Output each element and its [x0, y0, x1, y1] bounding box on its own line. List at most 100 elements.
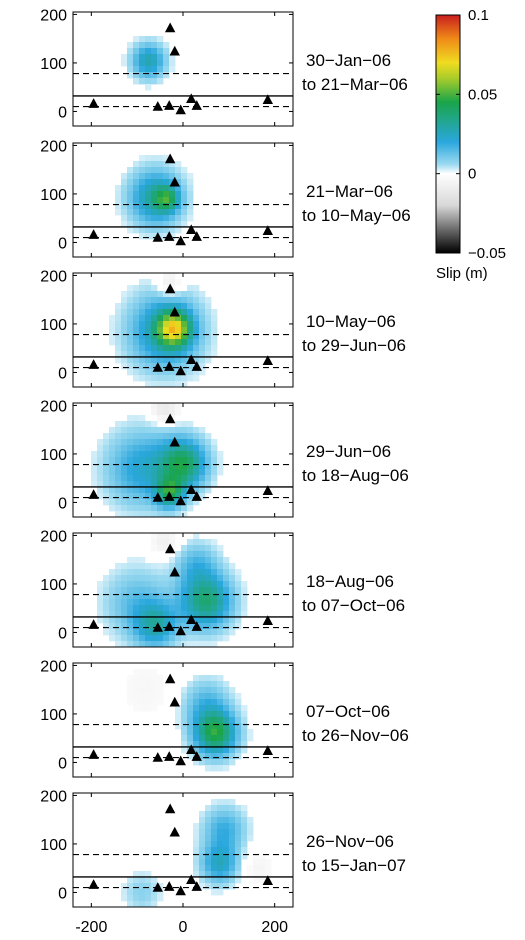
slip-cell	[235, 747, 242, 754]
slip-cell	[229, 883, 236, 890]
slip-cell	[151, 877, 158, 884]
slip-cell	[139, 889, 146, 896]
slip-cell	[175, 351, 182, 358]
slip-cell	[157, 463, 164, 470]
slip-cell	[151, 493, 158, 500]
slip-cell	[175, 593, 182, 600]
slip-cell	[97, 593, 104, 600]
station-marker	[175, 235, 186, 246]
slip-cell	[205, 539, 212, 546]
slip-cell	[193, 563, 200, 570]
slip-cell	[241, 723, 248, 730]
slip-cell	[175, 445, 182, 452]
slip-cell	[181, 741, 188, 748]
slip-cell	[211, 693, 218, 700]
slip-cell	[121, 345, 128, 352]
slip-cell	[145, 463, 152, 470]
slip-cell	[133, 221, 140, 228]
slip-cell	[169, 191, 176, 198]
slip-cell	[145, 475, 152, 482]
slip-cell	[187, 499, 194, 506]
slip-cell	[133, 593, 140, 600]
slip-cell	[151, 309, 158, 316]
slip-cell	[151, 375, 158, 382]
slip-cell	[139, 66, 146, 73]
slip-cell	[169, 375, 176, 382]
slip-cell	[151, 889, 158, 896]
slip-cell	[133, 445, 140, 452]
slip-cell	[205, 805, 212, 812]
slip-cell	[127, 227, 134, 234]
slip-cell	[241, 805, 248, 812]
slip-cell	[115, 203, 122, 210]
slip-cell	[187, 345, 194, 352]
slip-cell	[97, 487, 104, 494]
slip-cell	[169, 66, 176, 73]
slip-cell	[139, 587, 146, 594]
slip-cell	[235, 705, 242, 712]
slip-cell	[211, 617, 218, 624]
slip-cell	[163, 511, 170, 517]
slip-cell	[169, 463, 176, 470]
slip-cell	[145, 291, 152, 298]
slip-cell	[115, 623, 122, 630]
slip-cell	[151, 587, 158, 594]
slip-cell	[157, 375, 164, 382]
x-tick-label: -200	[75, 919, 107, 936]
slip-cell	[133, 687, 140, 694]
slip-cell	[115, 593, 122, 600]
slip-cell	[211, 641, 218, 647]
slip-cell	[217, 463, 224, 470]
slip-cell	[103, 587, 110, 594]
slip-cell	[145, 427, 152, 434]
slip-cell	[157, 309, 164, 316]
slip-cell	[121, 209, 128, 216]
slip-cell	[145, 505, 152, 512]
slip-cell	[145, 877, 152, 884]
slip-cell	[139, 161, 146, 168]
slip-cell	[199, 463, 206, 470]
slip-cell	[205, 593, 212, 600]
slip-cell	[169, 409, 176, 416]
slip-cell	[175, 623, 182, 630]
slip-cell	[133, 511, 140, 517]
date-range-start: 26−Nov−06	[306, 832, 394, 851]
slip-cell	[193, 303, 200, 310]
slip-cell	[163, 357, 170, 364]
slip-cell	[241, 717, 248, 724]
slip-cell	[181, 569, 188, 576]
slip-cell	[169, 445, 176, 452]
slip-cell	[217, 705, 224, 712]
slip-cell	[217, 841, 224, 848]
slip-cell	[157, 233, 164, 240]
slip-cell	[163, 191, 170, 198]
slip-cell	[169, 427, 176, 434]
slip-cell	[211, 635, 218, 642]
slip-cell	[145, 481, 152, 488]
slip-cell	[145, 185, 152, 192]
slip-cell	[157, 451, 164, 458]
slip-cell	[139, 883, 146, 890]
slip-cell	[187, 505, 194, 512]
station-marker	[88, 359, 99, 369]
slip-cell	[199, 847, 206, 854]
slip-cell	[259, 865, 266, 872]
slip-cell	[205, 569, 212, 576]
slip-cell	[187, 699, 194, 706]
y-tick-label: 100	[40, 447, 67, 464]
slip-cell	[133, 557, 140, 564]
slip-cell	[151, 209, 158, 216]
slip-cell	[175, 381, 182, 387]
slip-cell	[127, 42, 134, 49]
slip-cell	[229, 593, 236, 600]
slip-cell	[205, 847, 212, 854]
slip-cell	[151, 669, 158, 676]
slip-cell	[217, 451, 224, 458]
y-tick-label: 100	[40, 707, 67, 724]
slip-cell	[109, 617, 116, 624]
slip-cell	[199, 675, 206, 682]
slip-cell	[145, 315, 152, 322]
slip-cell	[157, 693, 164, 700]
slip-cell	[193, 439, 200, 446]
